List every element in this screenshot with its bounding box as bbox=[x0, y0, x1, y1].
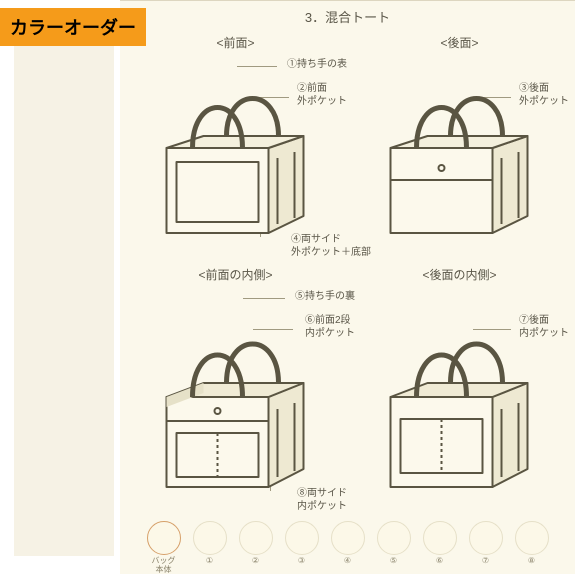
swatch-7[interactable]: ⑦ bbox=[468, 521, 504, 575]
swatch-1[interactable]: ① bbox=[192, 521, 228, 575]
swatch-2[interactable]: ② bbox=[238, 521, 274, 575]
sidebar-stripe bbox=[14, 36, 114, 556]
row-exterior: <前面> ①持ち手の表 ②前面外ポケット ④両サイド外ポケット＋底部 bbox=[120, 30, 575, 262]
swatch-row: バッグ本体 ① ② ③ ④ ⑤ ⑥ ⑦ ⑧ bbox=[120, 515, 575, 575]
swatch-label: バッグ本体 bbox=[146, 557, 182, 575]
swatch-body[interactable]: バッグ本体 bbox=[146, 521, 182, 575]
bag-front: ①持ち手の表 ②前面外ポケット ④両サイド外ポケット＋底部 bbox=[128, 53, 343, 253]
col-front-inner: <前面の内側> ⑤持ち手の裏 ⑥前面2段内ポケット ⑧両サイド内ポケット bbox=[128, 262, 343, 520]
col-back: <後面> ③後面外ポケット bbox=[352, 30, 567, 262]
swatch-5[interactable]: ⑤ bbox=[376, 521, 412, 575]
bag-front-inner-svg bbox=[158, 319, 313, 499]
swatch-4[interactable]: ④ bbox=[330, 521, 366, 575]
bag-back: ③後面外ポケット bbox=[352, 53, 567, 253]
badge-text: カラーオーダー bbox=[10, 18, 136, 38]
bag-back-svg bbox=[382, 78, 537, 243]
swatch-6[interactable]: ⑥ bbox=[422, 521, 458, 575]
bag-front-svg bbox=[158, 78, 313, 243]
col-back-inner: <後面の内側> ⑦後面内ポケット bbox=[352, 262, 567, 520]
callout-5: ⑤持ち手の裏 bbox=[295, 291, 355, 304]
swatch-8[interactable]: ⑧ bbox=[514, 521, 550, 575]
heading-back: <後面> bbox=[352, 34, 567, 51]
heading-front: <前面> bbox=[128, 34, 343, 51]
swatch-3[interactable]: ③ bbox=[284, 521, 320, 575]
color-order-badge: カラーオーダー bbox=[0, 8, 146, 46]
callout-1: ①持ち手の表 bbox=[287, 59, 347, 72]
row-interior: <前面の内側> ⑤持ち手の裏 ⑥前面2段内ポケット ⑧両サイド内ポケット bbox=[120, 262, 575, 520]
swatch-circle bbox=[147, 521, 181, 555]
diagram-panel: 3．混合トート <前面> ①持ち手の表 ②前面外ポケット ④両サイド外ポケット＋… bbox=[120, 0, 575, 574]
bag-front-inner: ⑤持ち手の裏 ⑥前面2段内ポケット ⑧両サイド内ポケット bbox=[128, 285, 343, 509]
col-front: <前面> ①持ち手の表 ②前面外ポケット ④両サイド外ポケット＋底部 bbox=[128, 30, 343, 262]
bag-back-inner-svg bbox=[382, 319, 537, 499]
heading-front-inner: <前面の内側> bbox=[128, 266, 343, 283]
heading-back-inner: <後面の内側> bbox=[352, 266, 567, 283]
bag-back-inner: ⑦後面内ポケット bbox=[352, 285, 567, 509]
diagram-title: 3．混合トート bbox=[120, 1, 575, 30]
